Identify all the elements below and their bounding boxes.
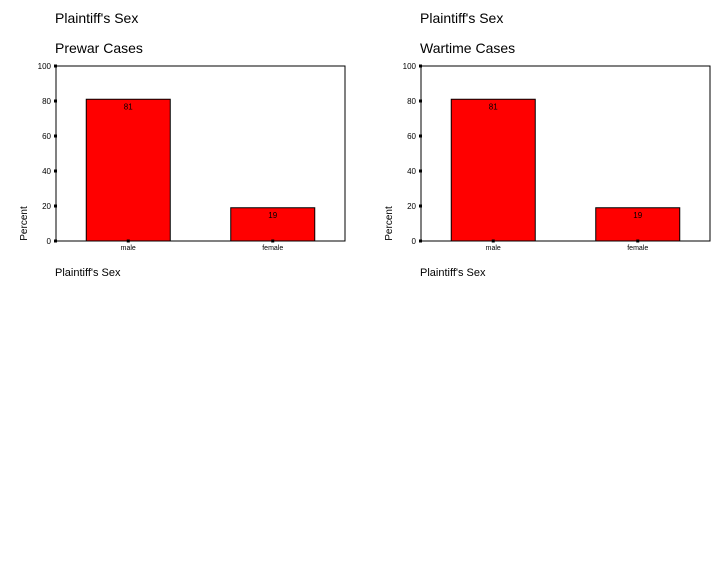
chart-title: Plaintiff's Sex xyxy=(55,10,139,26)
x-tick-mark xyxy=(491,239,495,243)
data-label: 19 xyxy=(268,211,277,220)
data-label: 81 xyxy=(489,102,498,111)
chart-title: Plaintiff's Sex xyxy=(420,10,504,26)
y-axis-label: Percent xyxy=(19,206,30,241)
y-tick-mark xyxy=(419,169,422,173)
y-tick-label: 100 xyxy=(403,62,417,71)
y-tick-label: 40 xyxy=(42,167,51,176)
x-axis-label: Plaintiff's Sex xyxy=(420,267,486,279)
data-label: 19 xyxy=(633,211,642,220)
chart-wartime-plot: 0 20 40 60 80 100 Percent 81 male 19 female xyxy=(384,62,711,252)
y-tick-mark xyxy=(54,204,57,208)
bar xyxy=(450,98,536,242)
y-tick-mark xyxy=(419,64,422,68)
y-tick-mark xyxy=(54,169,57,173)
x-tick-mark xyxy=(126,239,130,243)
chart-prewar-plot: 0 20 40 60 80 100 Percent 81 male 19 female xyxy=(19,62,346,252)
y-tick-label: 0 xyxy=(412,237,417,246)
plot-frame xyxy=(420,65,711,242)
data-label: 81 xyxy=(124,102,133,111)
x-axis-label: Plaintiff's Sex xyxy=(55,267,121,279)
chart-subtitle: Wartime Cases xyxy=(420,40,516,56)
chart-subtitle: Prewar Cases xyxy=(55,40,143,56)
y-tick-mark xyxy=(54,134,57,138)
x-tick-label: male xyxy=(121,245,136,252)
y-tick-mark xyxy=(419,134,422,138)
x-tick-mark xyxy=(271,239,275,243)
y-tick-label: 80 xyxy=(407,97,416,106)
y-tick-mark xyxy=(419,99,422,103)
y-axis-label: Percent xyxy=(384,206,395,241)
y-tick-label: 60 xyxy=(407,132,416,141)
x-tick-label: female xyxy=(627,245,648,252)
y-tick-label: 20 xyxy=(407,202,416,211)
x-tick-label: male xyxy=(486,245,501,252)
y-tick-mark xyxy=(419,204,422,208)
x-tick-label: female xyxy=(262,245,283,252)
y-tick-label: 100 xyxy=(38,62,52,71)
plot-frame xyxy=(55,65,346,242)
y-tick-label: 60 xyxy=(42,132,51,141)
y-tick-mark xyxy=(54,64,57,68)
y-tick-mark xyxy=(54,99,57,103)
y-tick-label: 20 xyxy=(42,202,51,211)
chart-wartime: 0 20 40 60 80 100 Percent 81 male 19 female Plaint… xyxy=(365,0,720,300)
bar xyxy=(85,98,171,242)
y-tick-mark xyxy=(419,239,422,243)
y-tick-label: 0 xyxy=(47,237,52,246)
y-tick-mark xyxy=(54,239,57,243)
chart-prewar: 0 20 40 60 80 100 Percent 81 male 19 female Plaint… xyxy=(0,0,360,300)
y-tick-label: 40 xyxy=(407,167,416,176)
y-tick-label: 80 xyxy=(42,97,51,106)
x-tick-mark xyxy=(636,239,640,243)
